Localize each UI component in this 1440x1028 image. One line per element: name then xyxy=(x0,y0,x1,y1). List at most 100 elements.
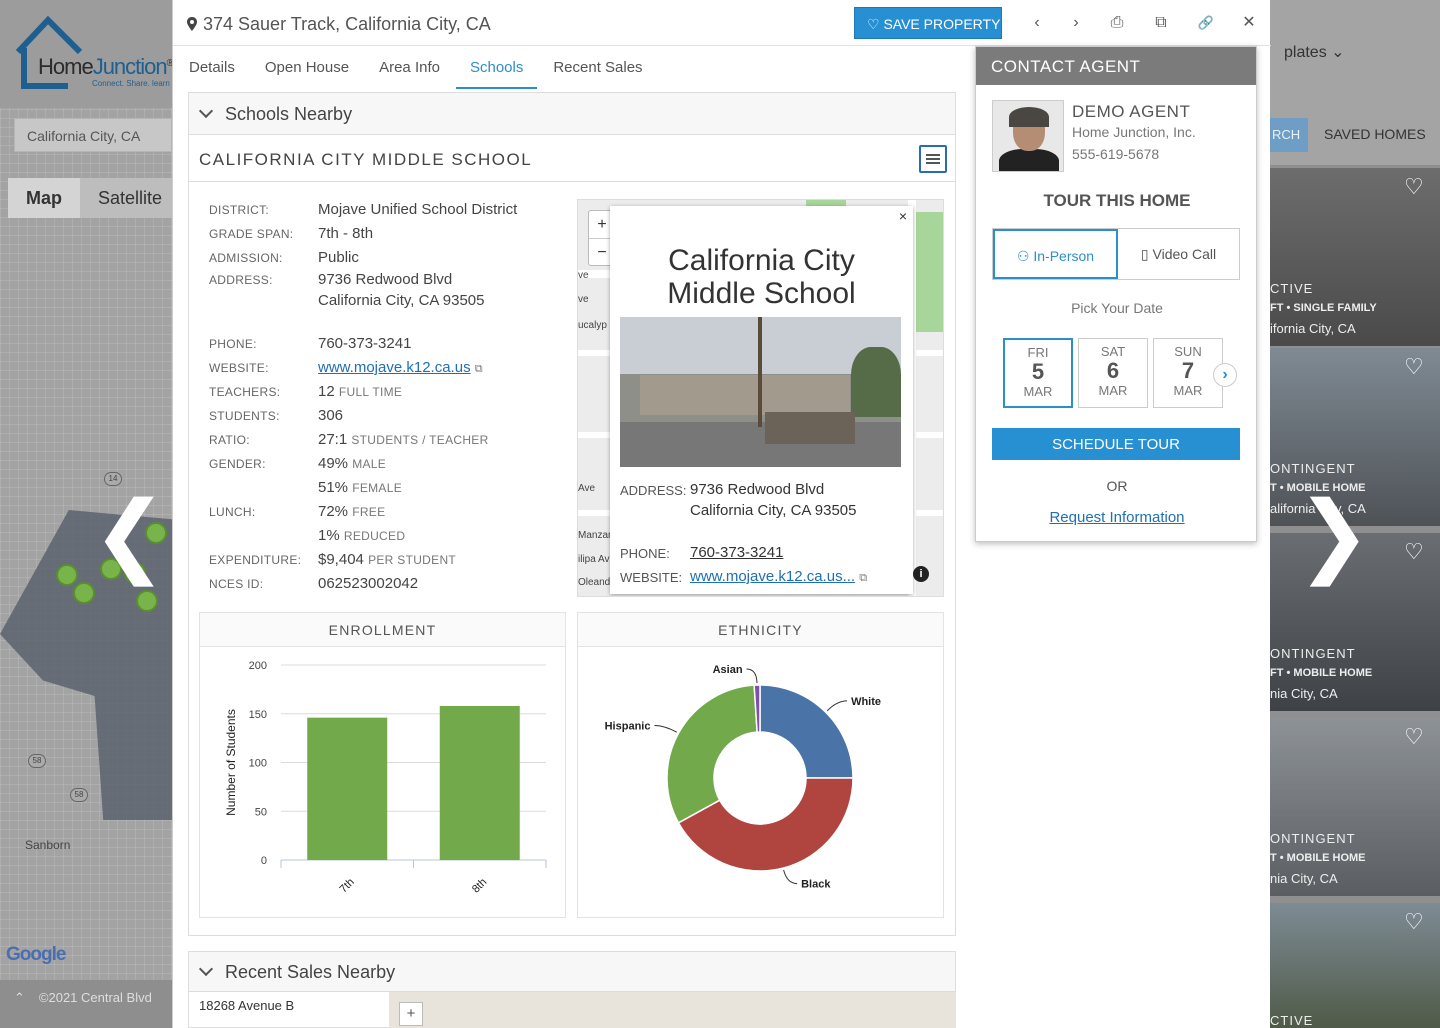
heart-icon[interactable]: ♡ xyxy=(1404,539,1424,564)
listing-card[interactable]: ♡ ONTINGENT FT • MOBILE HOME nia City, C… xyxy=(1270,533,1440,711)
x-tick-label: 7th xyxy=(337,876,356,895)
map-marker[interactable] xyxy=(100,558,122,580)
school-list-icon[interactable] xyxy=(919,145,947,173)
agent-phone[interactable]: 555-619-5678 xyxy=(1072,146,1160,162)
heart-icon[interactable]: ♡ xyxy=(1404,354,1424,379)
listing-status: CTIVE xyxy=(1270,281,1314,296)
listing-card[interactable]: ♡ CTIVE xyxy=(1270,903,1440,1028)
popup-website-link[interactable]: www.mojave.k12.ca.us... xyxy=(690,568,856,585)
map-park xyxy=(916,212,943,332)
listing-card[interactable]: ♡ ONTINGENT T • MOBILE HOME alifornia Ci… xyxy=(1270,348,1440,526)
map-marker[interactable] xyxy=(73,582,95,604)
satellite-tab[interactable]: Satellite xyxy=(98,188,163,208)
recent-sales-header[interactable]: Recent Sales Nearby xyxy=(189,952,955,992)
map-park xyxy=(806,200,846,208)
date-option[interactable]: FRI 5 MAR xyxy=(1003,338,1073,408)
tab-schools[interactable]: Schools xyxy=(455,46,538,89)
property-modal: 374 Sauer Track, California City, CA ♡ S… xyxy=(172,0,1271,1028)
prev-listing-arrow-icon[interactable]: ❮ xyxy=(92,485,168,585)
address-text: 374 Sauer Track, California City, CA xyxy=(203,14,491,34)
website-link[interactable]: www.mojave.k12.ca.us xyxy=(318,359,471,376)
popup-school-title: California City Middle School xyxy=(667,244,856,310)
print-icon[interactable]: ⎙ xyxy=(1110,14,1124,31)
home-junction-logo[interactable]: HomeJunction® Connect. Share. learn xyxy=(8,12,172,92)
y-tick-label: 0 xyxy=(261,855,267,867)
schools-nearby-panel: Schools Nearby CALIFORNIA CITY MIDDLE SC… xyxy=(188,92,956,936)
slice-connector xyxy=(783,869,798,885)
highway-shield-icon: 14 xyxy=(104,472,122,486)
popup-close-icon[interactable]: × xyxy=(898,208,907,224)
free-lunch-value: 72% xyxy=(318,503,349,520)
video-call-option[interactable]: ▯ Video Call xyxy=(1140,246,1217,262)
close-icon[interactable]: ✕ xyxy=(1242,14,1256,31)
fact-label: TEACHERS: xyxy=(209,385,281,399)
in-person-option[interactable]: ⚇ In-Person xyxy=(993,229,1118,279)
next-listing-arrow-icon[interactable]: ❯ xyxy=(1296,485,1372,585)
ethnicity-chart-svg: White Black Hispanic Asian xyxy=(605,664,881,891)
search-button[interactable]: RCH xyxy=(1270,118,1308,152)
listing-card[interactable]: ♡ ONTINGENT T • MOBILE HOME nia City, CA xyxy=(1270,718,1440,896)
listing-city: nia City, CA xyxy=(1270,871,1338,886)
map-street-label: ilipa Av xyxy=(578,554,610,565)
fact-label: GENDER: xyxy=(209,457,266,471)
expenditure-value: $9,404 xyxy=(318,551,364,568)
agent-company: Home Junction, Inc. xyxy=(1072,124,1196,140)
request-information-link[interactable]: Request Information xyxy=(1049,509,1185,526)
map-marker[interactable] xyxy=(145,522,167,544)
schools-nearby-header[interactable]: Schools Nearby xyxy=(189,93,955,135)
agent-name: DEMO AGENT xyxy=(1072,102,1191,121)
recent-sale-address[interactable]: 18268 Avenue B xyxy=(199,998,295,1013)
school-map[interactable]: ve ve ucalyp Ave Manzan ilipa Av Oleand … xyxy=(577,199,944,597)
heart-icon[interactable]: ♡ xyxy=(1404,724,1424,749)
fact-label: DISTRICT: xyxy=(209,203,270,217)
saved-homes-link[interactable]: SAVED HOMES xyxy=(1324,126,1426,142)
popup-address-label: ADDRESS: xyxy=(620,483,687,498)
tab-details[interactable]: Details xyxy=(189,59,235,76)
link-icon[interactable]: 🔗 xyxy=(1197,15,1215,30)
tab-open-house[interactable]: Open House xyxy=(264,59,350,76)
templates-menu[interactable]: plates ⌄ xyxy=(1284,44,1345,61)
listing-city: alifornia City, CA xyxy=(1270,501,1366,516)
recent-sales-map[interactable]: + xyxy=(389,992,956,1028)
fact-label: ADDRESS: xyxy=(209,273,273,287)
previous-property-icon[interactable]: ‹ xyxy=(1034,14,1040,31)
popup-phone-link[interactable]: 760-373-3241 xyxy=(690,544,784,561)
zoom-out-button[interactable]: − xyxy=(589,238,615,265)
date-option[interactable]: SAT 6 MAR xyxy=(1078,338,1148,408)
listing-status: ONTINGENT xyxy=(1270,461,1356,476)
location-search-input[interactable]: California City, CA xyxy=(14,118,172,152)
slice-label: White xyxy=(851,696,881,708)
tab-recent-sales[interactable]: Recent Sales xyxy=(553,59,643,76)
date-option[interactable]: SUN 7 MAR xyxy=(1153,338,1223,408)
info-icon[interactable]: i xyxy=(913,566,929,582)
map-street-label: Manzan xyxy=(578,530,614,541)
heart-icon[interactable]: ♡ xyxy=(1404,909,1424,934)
save-property-button[interactable]: ♡ SAVE PROPERTY xyxy=(854,7,1002,39)
heart-icon: ♡ xyxy=(867,16,884,32)
next-property-icon[interactable]: › xyxy=(1073,14,1079,31)
map-marker[interactable] xyxy=(136,590,158,612)
external-link-icon[interactable]: ⧉ xyxy=(859,572,868,584)
zoom-in-button[interactable]: + xyxy=(399,1002,423,1026)
ratio-unit: STUDENTS / TEACHER xyxy=(351,433,489,447)
zoom-in-button[interactable]: + xyxy=(597,216,607,233)
map-marker[interactable] xyxy=(56,564,78,586)
chevron-down-icon xyxy=(198,961,214,977)
external-link-icon[interactable]: ⧉ xyxy=(474,363,483,375)
male-value: 49% xyxy=(318,455,349,472)
map-tab[interactable]: Map xyxy=(8,178,80,218)
map-marker[interactable] xyxy=(124,562,146,584)
popup-phone-label: PHONE: xyxy=(620,546,670,561)
listing-type: FT • MOBILE HOME xyxy=(1270,667,1373,679)
listing-card[interactable]: ♡ CTIVE FT • SINGLE FAMILY ifornia City,… xyxy=(1270,168,1440,346)
heart-icon[interactable]: ♡ xyxy=(1404,174,1424,199)
footer-copyright: ©2021 Central Blvd xyxy=(38,990,152,1005)
tab-area-info[interactable]: Area Info xyxy=(379,59,440,76)
scroll-up-icon[interactable]: ⌃ xyxy=(14,990,25,1005)
fact-label: ADMISSION: xyxy=(209,251,283,265)
map-place-label: Sanborn xyxy=(25,838,71,852)
next-dates-icon[interactable]: › xyxy=(1213,363,1237,387)
schedule-tour-button[interactable]: SCHEDULE TOUR xyxy=(992,428,1240,460)
listing-type: T • MOBILE HOME xyxy=(1270,852,1366,864)
external-link-icon[interactable]: ⧉ xyxy=(1155,14,1167,31)
